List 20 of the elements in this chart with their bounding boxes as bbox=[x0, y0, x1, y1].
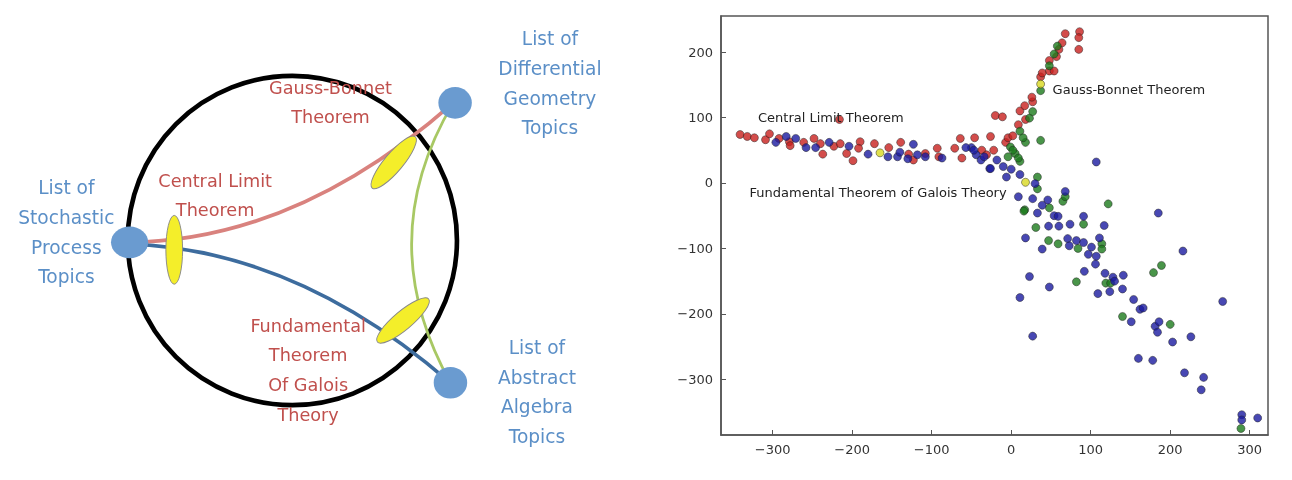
text: List of Differential Geometry Topics bbox=[498, 28, 602, 139]
y-tick-label: −100 bbox=[677, 240, 713, 256]
text: Fundamental Theorem Of Galois Theory bbox=[250, 315, 366, 425]
y-tick-label: 100 bbox=[688, 109, 713, 125]
annotation: Gauss-Bonnet Theorem bbox=[1052, 81, 1206, 97]
x-tick-label: −300 bbox=[754, 442, 791, 457]
text: List of Stochastic Process Topics bbox=[18, 177, 115, 288]
y-tick-label: 0 bbox=[704, 175, 713, 191]
x-tick-label: −100 bbox=[913, 442, 950, 457]
x-tick-label: 200 bbox=[1157, 442, 1183, 457]
y-tick-label: −200 bbox=[677, 306, 713, 322]
y-tick-label: 200 bbox=[688, 44, 713, 60]
x-tick-label: 0 bbox=[1007, 442, 1016, 457]
x-tick-label: 300 bbox=[1237, 442, 1263, 457]
annotation: Fundamental Theorem of Galois Theory bbox=[749, 184, 1007, 200]
text: Central Limit Theorem bbox=[158, 170, 273, 221]
text: List of Abstract Algebra Topics bbox=[497, 336, 576, 448]
y-tick-label: −300 bbox=[677, 371, 713, 387]
x-tick-label: −200 bbox=[834, 442, 871, 457]
x-tick-label: 100 bbox=[1078, 442, 1104, 457]
